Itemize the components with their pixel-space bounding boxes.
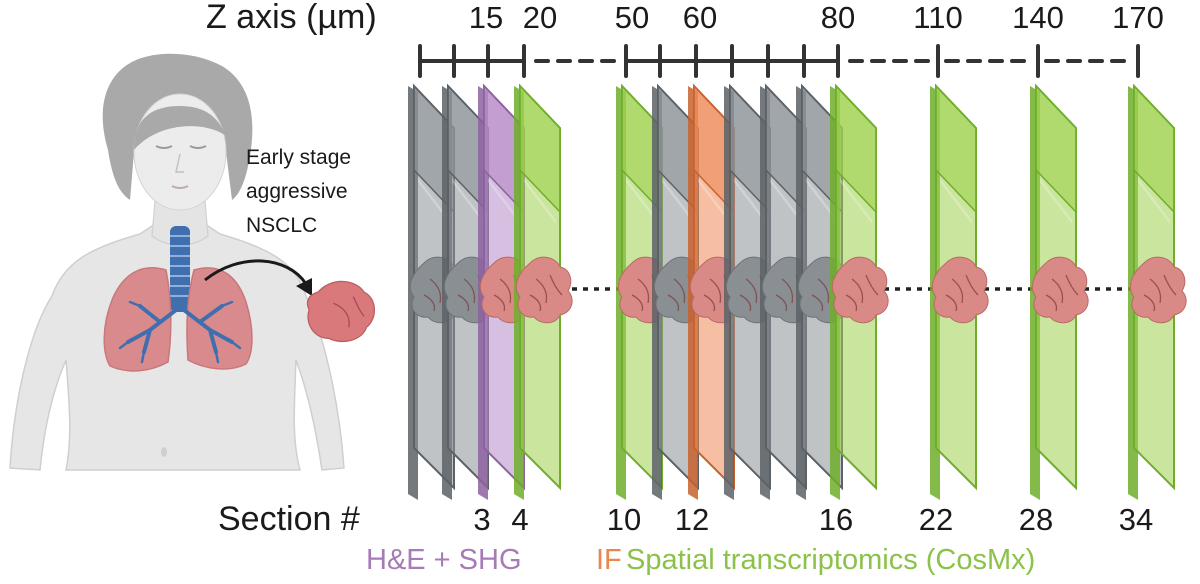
left-lung-shape <box>103 267 172 372</box>
tumor-arrow <box>204 259 308 285</box>
z-axis-ruler <box>418 44 1140 78</box>
slide-green-14 <box>1128 83 1187 500</box>
legend-he-shg: H&E + SHG <box>366 544 522 576</box>
section-label-12: 12 <box>675 502 709 537</box>
patient-label-line3: NSCLC <box>246 214 317 237</box>
section-label-3: 3 <box>473 502 490 537</box>
slide-green-4 <box>514 83 573 500</box>
section-label-16: 16 <box>819 502 853 537</box>
tick-label-110: 110 <box>913 0 962 35</box>
tick-label-20: 20 <box>523 0 557 35</box>
tick-label-15: 15 <box>469 0 503 35</box>
axis-title: Z axis (µm) <box>206 0 377 36</box>
hair-shape <box>102 53 253 200</box>
legend-if: IF <box>596 544 622 576</box>
torso-shape <box>9 221 345 471</box>
tumor-shape <box>306 280 376 342</box>
section-label-28: 28 <box>1019 502 1053 537</box>
section-label-10: 10 <box>607 502 641 537</box>
tick-label-50: 50 <box>615 0 649 35</box>
section-labels: 3 4 10 12 16 22 28 34 <box>473 502 1153 537</box>
axis-tick-labels: 15 20 50 60 80 110 140 170 <box>469 0 1164 35</box>
legend-spatial-transcriptomics: Spatial transcriptomics (CosMx) <box>626 544 1035 576</box>
section-label-34: 34 <box>1119 502 1153 537</box>
tick-label-170: 170 <box>1112 0 1164 35</box>
slide-green-13 <box>1030 83 1089 500</box>
section-title: Section # <box>218 500 360 538</box>
slide-stack <box>408 83 1187 500</box>
patient-illustration <box>9 53 376 471</box>
section-label-22: 22 <box>919 502 953 537</box>
section-label-4: 4 <box>511 502 528 537</box>
slide-green-11 <box>830 83 889 500</box>
patient-label-line2: aggressive <box>246 180 348 203</box>
patient-label-line1: Early stage <box>246 146 351 169</box>
tick-label-80: 80 <box>821 0 855 35</box>
tick-label-60: 60 <box>683 0 717 35</box>
slide-green-12 <box>930 83 989 500</box>
tick-label-140: 140 <box>1012 0 1064 35</box>
trachea-shape <box>170 226 190 312</box>
